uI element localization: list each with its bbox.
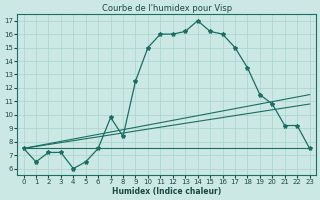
Title: Courbe de l'humidex pour Visp: Courbe de l'humidex pour Visp [101, 4, 232, 13]
X-axis label: Humidex (Indice chaleur): Humidex (Indice chaleur) [112, 187, 221, 196]
